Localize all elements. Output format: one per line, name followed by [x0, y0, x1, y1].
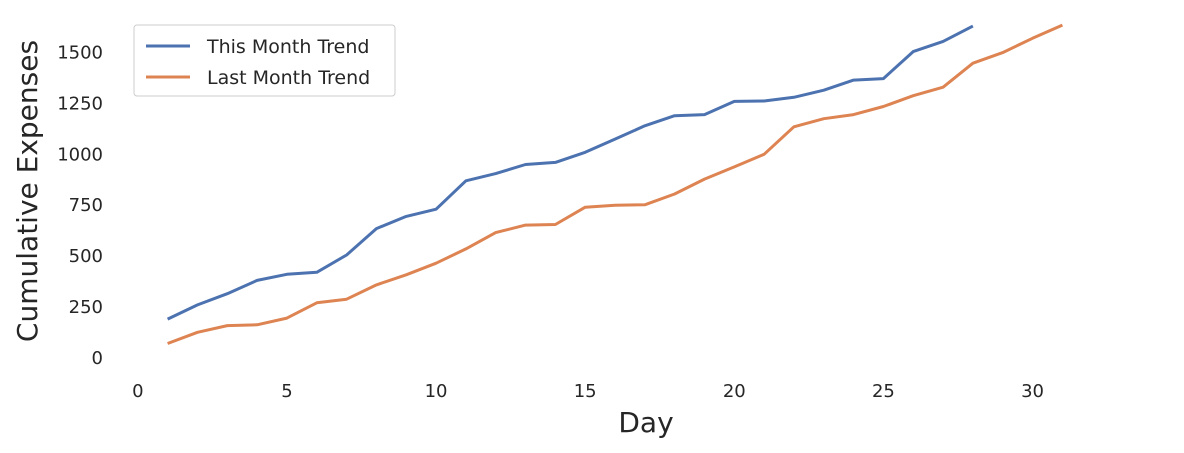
series-line-this-month	[166, 24, 974, 321]
y-tick-label: 1000	[57, 144, 103, 165]
x-tick-label: 5	[281, 381, 292, 402]
x-tick-label: 25	[872, 381, 895, 402]
series-layer	[166, 23, 1064, 345]
x-axis-title: Day	[618, 406, 673, 439]
y-tick-label: 500	[69, 246, 103, 267]
x-tick-label: 15	[574, 381, 597, 402]
y-axis-title: Cumulative Expenses	[11, 40, 44, 342]
x-tick-label: 30	[1021, 381, 1044, 402]
legend: This Month Trend Last Month Trend	[133, 24, 396, 97]
y-tick-label: 1500	[57, 43, 103, 64]
ticks-layer: 0 5 10 15 20 25 30 0 250 500 750 1000 1250 1500	[57, 43, 1044, 402]
x-tick-label: 10	[425, 381, 448, 402]
x-tick-label: 0	[132, 381, 143, 402]
legend-label-this-month: This Month Trend	[206, 36, 369, 58]
x-tick-label: 20	[723, 381, 746, 402]
y-tick-label: 750	[69, 195, 103, 216]
series-line-last-month	[167, 23, 1064, 345]
legend-box	[133, 24, 396, 97]
y-tick-label: 250	[69, 297, 103, 318]
y-tick-label: 1250	[57, 93, 103, 114]
legend-label-last-month: Last Month Trend	[207, 67, 370, 89]
y-tick-label: 0	[92, 348, 103, 369]
